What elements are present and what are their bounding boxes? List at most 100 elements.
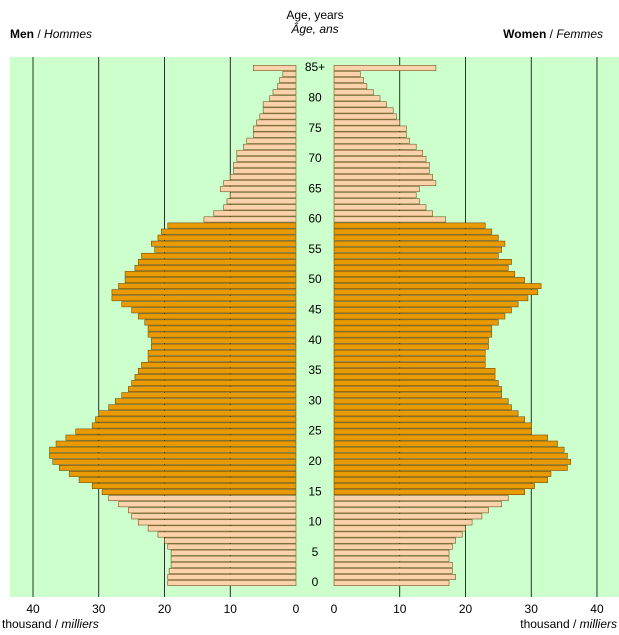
bar [230, 174, 297, 180]
bar [333, 574, 456, 580]
age-label: 0 [312, 575, 319, 589]
bar [333, 168, 430, 174]
bar [333, 283, 542, 289]
men-title: Men / Hommes [10, 27, 92, 41]
bar [137, 519, 297, 526]
bar [333, 192, 417, 199]
age-label: 65 [308, 181, 322, 195]
bar [333, 416, 525, 423]
chart-title: Age, years [286, 8, 343, 22]
bar [333, 325, 493, 332]
age-label: 20 [308, 454, 322, 468]
bar [91, 422, 297, 429]
sep: / [550, 27, 554, 41]
bar [213, 210, 297, 217]
bar [333, 386, 502, 392]
bar [333, 101, 387, 108]
bar [333, 489, 525, 495]
bar [147, 349, 297, 356]
bar [147, 331, 297, 338]
x-tick-label-right: 30 [525, 602, 539, 616]
bar [279, 77, 297, 83]
bar [108, 404, 297, 411]
bar [333, 259, 512, 265]
x-tick-label-left: 20 [158, 602, 172, 616]
bar [333, 410, 519, 417]
bar [253, 125, 297, 132]
x-tick-label-left: 30 [92, 602, 106, 616]
bar [333, 531, 463, 538]
bar [124, 271, 297, 277]
bar [141, 362, 297, 368]
bar [333, 507, 489, 514]
bar [151, 240, 297, 247]
unit: thousand [520, 617, 569, 631]
bar [91, 483, 297, 489]
bar [269, 95, 297, 102]
bar [154, 246, 297, 253]
x-tick-label-right: 20 [459, 602, 473, 616]
bar [128, 507, 297, 514]
age-label: 5 [312, 545, 319, 559]
bar [333, 319, 499, 326]
bar [333, 343, 489, 350]
bar [78, 477, 297, 483]
age-label: 35 [308, 363, 322, 377]
bar [333, 240, 506, 247]
bar [333, 83, 368, 90]
age-label: 85+ [305, 60, 325, 74]
bar [170, 549, 297, 556]
bar [272, 89, 297, 96]
bar [141, 252, 297, 259]
unit-right: thousand / milliers [520, 617, 617, 631]
bar [333, 216, 447, 223]
bar [168, 568, 297, 574]
bar [98, 410, 297, 417]
x-tick-label-right: 10 [393, 602, 407, 616]
bar [333, 77, 364, 83]
bar [333, 440, 558, 447]
age-label: 55 [308, 242, 322, 256]
bar [111, 289, 297, 296]
bar [259, 113, 297, 120]
bar [333, 125, 407, 132]
bar [108, 495, 297, 502]
age-label: 30 [308, 393, 322, 407]
bar [333, 119, 400, 126]
bar [160, 228, 297, 235]
bar [333, 204, 427, 211]
unit-fr: milliers [61, 617, 98, 631]
bar [170, 555, 297, 562]
bar [333, 313, 506, 320]
bar [256, 119, 297, 126]
women-title: Women / Femmes [503, 27, 603, 41]
unit: thousand [2, 617, 51, 631]
bar [333, 483, 535, 489]
bar [333, 107, 394, 114]
bar [131, 307, 297, 314]
bar [333, 537, 456, 544]
bar [333, 495, 509, 502]
bar [333, 561, 453, 568]
sep: / [55, 617, 59, 631]
bar [134, 374, 297, 380]
age-label: 60 [308, 212, 322, 226]
x-tick-label-left: 0 [293, 602, 300, 616]
bar [230, 192, 297, 199]
age-label: 15 [308, 484, 322, 498]
bar [333, 295, 529, 302]
bar [118, 501, 297, 508]
bar [233, 168, 297, 174]
bar [333, 568, 453, 574]
bar [147, 325, 297, 332]
bar [75, 428, 297, 435]
bar [333, 380, 499, 386]
bar [147, 525, 297, 532]
plot-background [10, 57, 619, 597]
bar [167, 580, 297, 586]
bar [333, 271, 516, 277]
bar [111, 295, 297, 302]
bar [203, 216, 297, 223]
bar [333, 549, 450, 556]
bar [151, 343, 297, 350]
